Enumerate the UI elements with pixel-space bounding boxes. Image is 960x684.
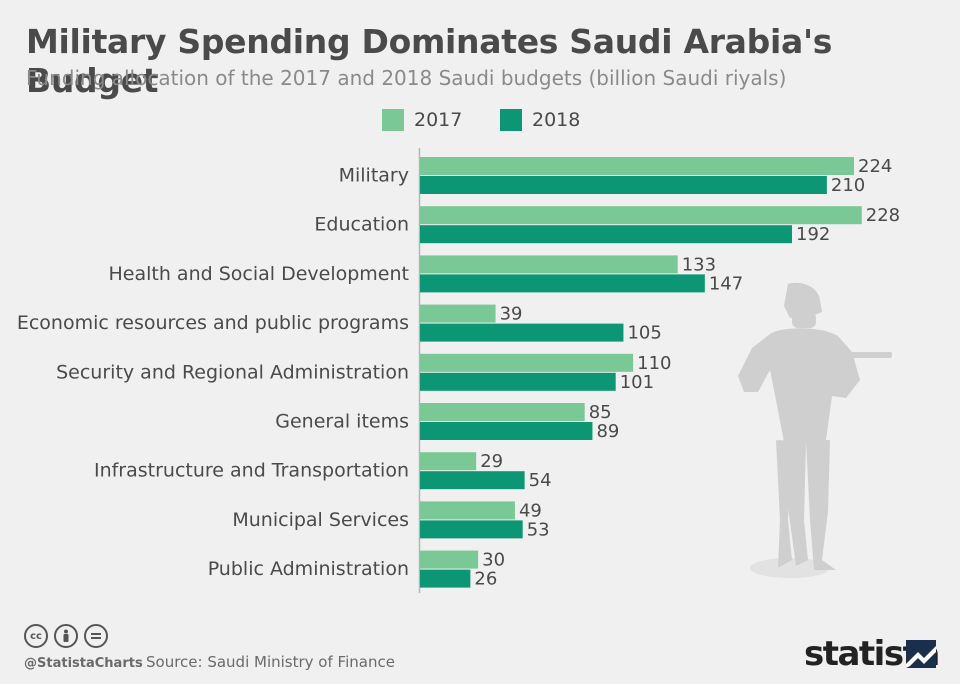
category-label: Municipal Services: [232, 509, 409, 531]
bar-2018: [420, 176, 827, 194]
legend-item-2018: 2018: [500, 109, 580, 131]
statista-logo-icon: [906, 640, 936, 668]
legend-label-2017: 2017: [414, 109, 463, 131]
data-label: 30: [482, 550, 505, 571]
source-note: Source: Saudi Ministry of Finance: [146, 653, 395, 671]
bar-2017: [420, 255, 678, 274]
no-derivatives-icon: [84, 624, 108, 648]
data-label: 54: [529, 470, 552, 491]
bar-2018: [420, 225, 792, 244]
data-label: 147: [709, 273, 743, 294]
category-label: Military: [339, 165, 409, 187]
data-label: 39: [500, 304, 523, 325]
category-label: Health and Social Development: [109, 263, 410, 285]
data-label: 29: [480, 451, 503, 472]
data-label: 110: [637, 353, 671, 374]
bar-2018: [420, 274, 705, 293]
cc-icon: cc: [24, 624, 48, 648]
data-label: 26: [474, 569, 497, 590]
bar-2018: [420, 323, 624, 342]
bar-2018: [420, 471, 525, 490]
legend-label-2018: 2018: [532, 109, 581, 131]
bar-2017: [420, 452, 477, 471]
data-label: 224: [858, 156, 892, 177]
bar-2018: [420, 372, 616, 391]
category-label: Economic resources and public programs: [17, 312, 409, 334]
data-label: 133: [682, 254, 716, 275]
category-label: Public Administration: [208, 558, 409, 580]
bar-2018: [420, 569, 471, 588]
legend-swatch-2018: [500, 109, 522, 131]
data-label: 101: [620, 372, 654, 393]
data-label: 89: [596, 421, 619, 442]
bar-2017: [420, 550, 479, 569]
legend-item-2017: 2017: [382, 109, 462, 131]
category-label: Security and Regional Administration: [56, 361, 409, 383]
license-icons: cc: [24, 624, 108, 648]
category-label: Education: [314, 214, 409, 236]
bar-2018: [420, 422, 593, 440]
data-label: 53: [527, 519, 550, 540]
data-label: 192: [796, 224, 830, 245]
soldier-silhouette-icon: [738, 282, 892, 578]
bar-2017: [420, 304, 496, 323]
bar-2017: [420, 403, 585, 421]
chart-title: Military Spending Dominates Saudi Arabia…: [26, 22, 833, 100]
bar-2017: [420, 157, 854, 175]
data-label: 49: [519, 500, 542, 521]
bar-2017: [420, 206, 862, 225]
data-label: 210: [831, 175, 865, 196]
twitter-handle[interactable]: @StatistaCharts: [24, 656, 143, 671]
bar-2018: [420, 520, 523, 539]
bar-2017: [420, 501, 515, 520]
attribution-icon: [54, 624, 78, 648]
data-label: 105: [627, 323, 661, 344]
data-label: 85: [589, 402, 612, 423]
category-label: General items: [275, 411, 409, 433]
legend-swatch-2017: [382, 109, 404, 131]
category-label: Infrastructure and Transportation: [94, 460, 409, 482]
chart-subtitle: Funding allocation of the 2017 and 2018 …: [26, 66, 787, 90]
bar-2017: [420, 353, 634, 372]
data-label: 228: [866, 205, 900, 226]
